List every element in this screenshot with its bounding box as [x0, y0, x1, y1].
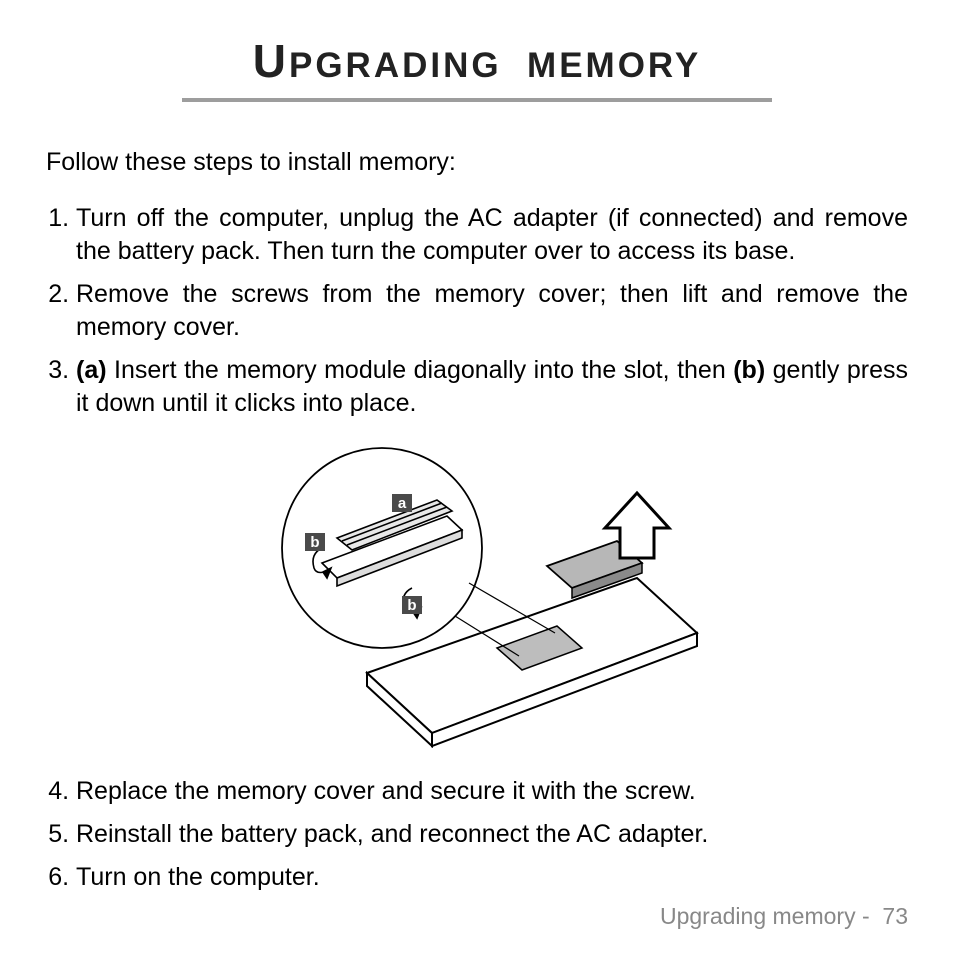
page-title: UPGRADING MEMORY [253, 34, 702, 88]
step-6: Turn on the computer. [76, 861, 908, 894]
footer-section: Upgrading memory - [660, 903, 870, 929]
diagram: a b b [46, 438, 908, 753]
title-underline [182, 98, 772, 102]
step-3-b-label: (b) [733, 356, 765, 384]
diagram-label-a: a [398, 495, 407, 512]
diagram-label-b2: b [407, 597, 416, 614]
page-number: 73 [882, 903, 908, 929]
intro-text: Follow these steps to install memory: [46, 148, 908, 177]
diagram-label-b1: b [310, 534, 319, 551]
page-footer: Upgrading memory - 73 [660, 903, 908, 930]
step-5: Reinstall the battery pack, and reconnec… [76, 818, 908, 851]
steps-list: Turn off the computer, unplug the AC ada… [46, 202, 908, 420]
title-rest: PGRADING MEMORY [289, 46, 701, 85]
step-3-a-text: Insert the memory module diagonally into… [107, 356, 734, 384]
step-1: Turn off the computer, unplug the AC ada… [76, 202, 908, 268]
page-title-block: UPGRADING MEMORY [46, 34, 908, 102]
title-first-letter: U [253, 35, 289, 87]
step-3: (a) Insert the memory module diagonally … [76, 354, 908, 420]
steps-list-cont: Replace the memory cover and secure it w… [46, 775, 908, 894]
memory-install-illustration: a b b [237, 438, 717, 748]
step-3-a-label: (a) [76, 356, 107, 384]
step-2: Remove the screws from the memory cover;… [76, 278, 908, 344]
step-4: Replace the memory cover and secure it w… [76, 775, 908, 808]
